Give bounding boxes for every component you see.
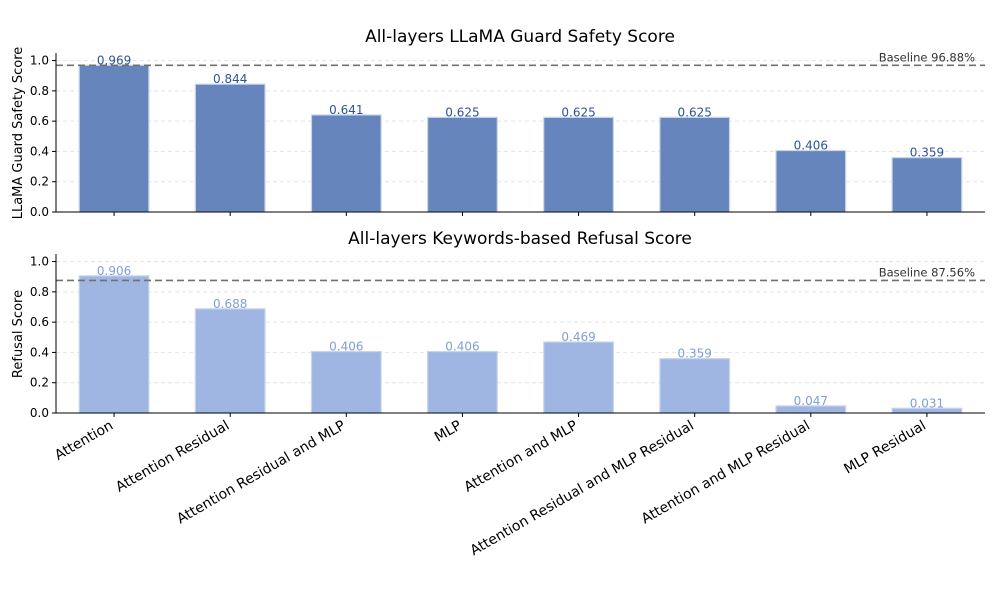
bar-value-label: 0.844 — [213, 72, 247, 86]
y-tick-label: 0.2 — [30, 175, 49, 189]
y-tick-label: 0.0 — [30, 205, 49, 219]
bar — [659, 116, 731, 213]
y-tick-label: 1.0 — [30, 54, 49, 68]
bar — [427, 116, 498, 213]
bar — [78, 64, 150, 213]
bar — [543, 116, 614, 213]
x-tick-label: Attention Residual — [113, 418, 232, 496]
bar-value-label: 0.625 — [445, 105, 479, 119]
bar — [310, 350, 382, 414]
bar — [194, 308, 266, 414]
bar — [427, 350, 498, 414]
bar-value-label: 0.406 — [794, 139, 828, 153]
bar-value-label: 0.641 — [329, 103, 363, 117]
bar-value-label: 0.359 — [678, 347, 712, 361]
bar — [659, 358, 731, 414]
bar-value-label: 0.047 — [794, 394, 828, 408]
bar — [310, 114, 382, 213]
bar-value-label: 0.969 — [97, 53, 131, 67]
x-tick-label: Attention — [52, 418, 116, 464]
y-tick-label: 0.8 — [30, 285, 49, 299]
bar-value-label: 0.906 — [97, 264, 131, 278]
y-tick-label: 0.8 — [30, 84, 49, 98]
bar — [775, 149, 847, 213]
y-tick-label: 1.0 — [30, 255, 49, 269]
bar-value-label: 0.625 — [678, 105, 712, 119]
y-tick-label: 0.4 — [30, 345, 49, 359]
panel-llama-guard: All-layers LLaMA Guard Safety Score LLaM… — [11, 27, 985, 219]
bar-value-label: 0.625 — [561, 105, 595, 119]
y-axis-label-top: LLaMA Guard Safety Score — [11, 47, 26, 220]
bar — [78, 275, 150, 414]
panel-refusal: All-layers Keywords-based Refusal Score … — [11, 229, 985, 420]
baseline-label: Baseline 96.88% — [879, 50, 975, 64]
bar — [194, 83, 266, 213]
x-tick-label: MLP — [432, 418, 465, 446]
bar-value-label: 0.359 — [910, 146, 944, 160]
x-tick-label: MLP Residual — [841, 418, 929, 478]
baseline-label: Baseline 87.56% — [879, 265, 975, 279]
x-tick-label: Attention and MLP — [462, 418, 581, 496]
y-axis-label-bottom: Refusal Score — [11, 290, 26, 378]
y-tick-label: 0.6 — [30, 114, 49, 128]
y-tick-label: 0.6 — [30, 315, 49, 329]
bar-value-label: 0.406 — [445, 340, 479, 354]
bar — [891, 157, 963, 213]
y-tick-label: 0.0 — [30, 406, 49, 420]
chart-title-top: All-layers LLaMA Guard Safety Score — [365, 27, 675, 47]
bar-value-label: 0.031 — [910, 396, 944, 410]
y-tick-label: 0.4 — [30, 144, 49, 158]
bar — [543, 341, 614, 414]
x-tick-label: Attention Residual and MLP Residual — [468, 418, 697, 560]
bar-value-label: 0.406 — [329, 340, 363, 354]
y-tick-label: 0.2 — [30, 376, 49, 390]
bar-value-label: 0.469 — [561, 330, 595, 344]
bar-value-label: 0.688 — [213, 297, 247, 311]
chart-title-bottom: All-layers Keywords-based Refusal Score — [348, 229, 692, 249]
